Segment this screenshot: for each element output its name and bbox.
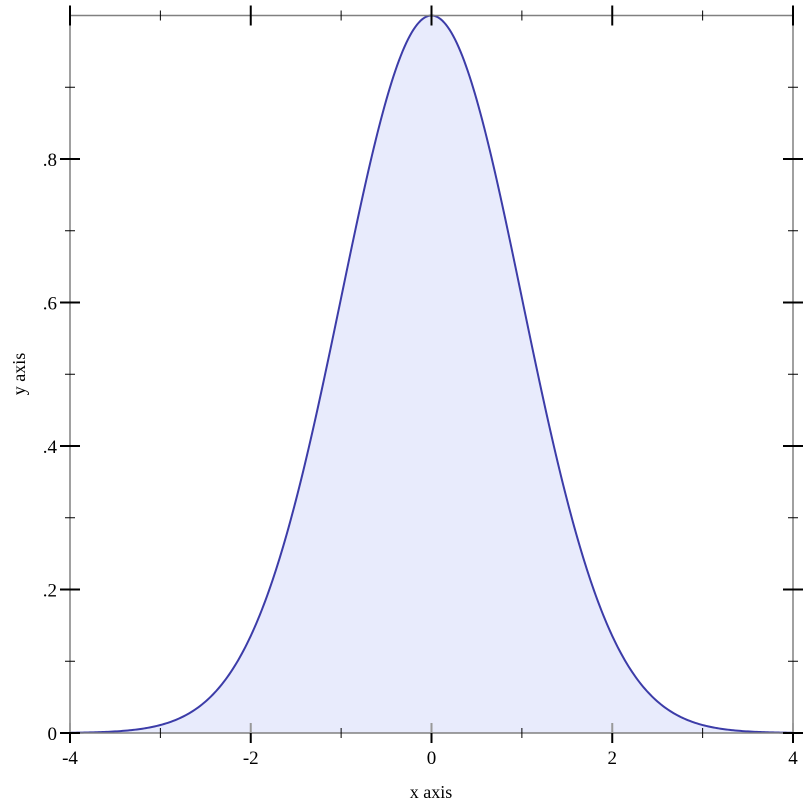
- area-fill: [70, 15, 793, 733]
- y-tick-label: .2: [43, 581, 57, 602]
- y-tick-label: .8: [43, 150, 57, 171]
- y-axis-title: y axis: [9, 353, 29, 396]
- x-tick-label: 2: [608, 748, 618, 769]
- y-tick-label: .4: [43, 437, 58, 458]
- x-tick-label: 4: [788, 748, 798, 769]
- x-tick-label: -2: [243, 748, 259, 769]
- y-tick-label: .6: [43, 294, 57, 315]
- x-axis-title: x axis: [410, 782, 453, 802]
- x-tick-label: -4: [62, 748, 78, 769]
- x-tick-label: 0: [427, 748, 437, 769]
- y-tick-label: 0: [48, 724, 58, 745]
